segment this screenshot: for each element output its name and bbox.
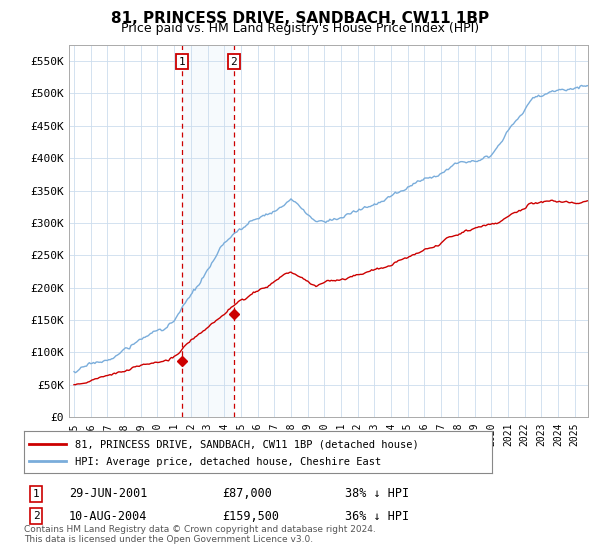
Text: 2: 2 [32, 511, 40, 521]
Text: 10-AUG-2004: 10-AUG-2004 [69, 510, 148, 523]
Text: 2: 2 [230, 57, 238, 67]
Text: Contains HM Land Registry data © Crown copyright and database right 2024.
This d: Contains HM Land Registry data © Crown c… [24, 525, 376, 544]
Text: 81, PRINCESS DRIVE, SANDBACH, CW11 1BP: 81, PRINCESS DRIVE, SANDBACH, CW11 1BP [111, 11, 489, 26]
Text: HPI: Average price, detached house, Cheshire East: HPI: Average price, detached house, Ches… [76, 458, 382, 467]
Text: 1: 1 [32, 489, 40, 499]
Text: 38% ↓ HPI: 38% ↓ HPI [345, 487, 409, 501]
Bar [182, 45, 234, 417]
Text: £87,000: £87,000 [222, 487, 272, 501]
Text: 81, PRINCESS DRIVE, SANDBACH, CW11 1BP (detached house): 81, PRINCESS DRIVE, SANDBACH, CW11 1BP (… [76, 440, 419, 450]
Text: 36% ↓ HPI: 36% ↓ HPI [345, 510, 409, 523]
Text: £159,500: £159,500 [222, 510, 279, 523]
Text: Price paid vs. HM Land Registry's House Price Index (HPI): Price paid vs. HM Land Registry's House … [121, 22, 479, 35]
Text: 1: 1 [178, 57, 185, 67]
Text: 29-JUN-2001: 29-JUN-2001 [69, 487, 148, 501]
